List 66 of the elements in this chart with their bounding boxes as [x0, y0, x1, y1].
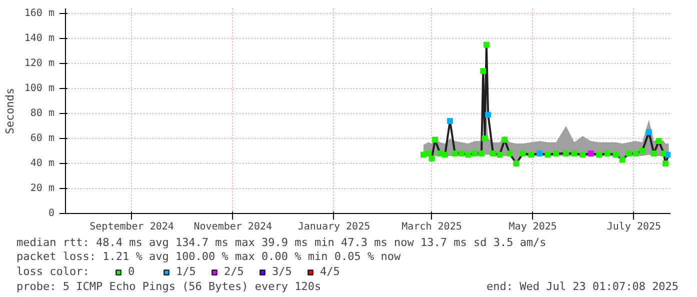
point [646, 129, 652, 136]
legend-label: 1/5 [176, 265, 196, 278]
point [447, 118, 453, 124]
point [604, 150, 610, 156]
point [482, 136, 488, 142]
point [520, 150, 526, 156]
point [596, 152, 602, 158]
point [425, 150, 432, 156]
point [496, 152, 503, 158]
point [483, 42, 490, 48]
point [536, 150, 542, 156]
point [452, 150, 458, 156]
point [472, 150, 478, 156]
y-axis-title: Seconds [3, 88, 16, 134]
point [639, 148, 646, 154]
point [465, 152, 472, 158]
point [563, 150, 570, 156]
point [442, 152, 448, 158]
point [458, 150, 465, 156]
point [544, 152, 551, 158]
x-tick-label: September 2024 [90, 222, 174, 232]
y-tick-label: 160 m [24, 8, 55, 19]
point [619, 156, 626, 163]
point [612, 152, 619, 158]
y-tick-label: 20 m [30, 183, 55, 194]
x-tick-label: January 2025 [298, 222, 370, 232]
legend-label: 0 [128, 265, 136, 278]
point [571, 150, 578, 156]
legend-label: 3/5 [272, 265, 292, 278]
point [650, 150, 657, 156]
text: end: Wed Jul 23 01:07:08 2025 [486, 280, 679, 293]
text: probe: 5 ICMP Echo Pings (56 Bytes) every 120s [16, 280, 322, 293]
point [580, 152, 586, 158]
point [506, 150, 513, 156]
legend-label: 4/5 [320, 265, 340, 278]
point [490, 150, 496, 156]
point [666, 152, 670, 158]
point [478, 150, 484, 156]
y-tick-label: 0 [48, 208, 55, 219]
point [662, 160, 668, 166]
y-tick-label: 80 m [30, 108, 55, 119]
y-tick-label: 40 m [30, 158, 55, 169]
y-tick-label: 120 m [24, 58, 55, 69]
point [626, 150, 632, 156]
x-tick-label: November 2024 [194, 222, 272, 232]
point [502, 136, 508, 143]
y-tick-label: 60 m [30, 133, 55, 144]
legend-label: 2/5 [224, 265, 244, 278]
text: packet loss: 1.21 % avg 100.00 % max 0.00 % min 0.05 % now [16, 250, 401, 263]
x-tick-label: March 2025 [402, 222, 462, 232]
point [480, 68, 486, 74]
y-tick-label: 140 m [24, 33, 55, 44]
point [528, 152, 534, 158]
point [553, 150, 560, 156]
x-tick-label: May 2025 [508, 222, 557, 232]
point [513, 160, 520, 166]
point [432, 136, 438, 143]
point [428, 156, 435, 162]
y-tick-label: 100 m [24, 83, 55, 94]
x-tick-label: July 2025 [606, 222, 662, 232]
legend-title: loss color: [16, 265, 90, 278]
text: median rtt: 48.4 ms avg 134.7 ms max 39.9 ms min 47.3 ms now 13.7 ms sd 3.5 am/s [16, 236, 546, 249]
point [485, 112, 492, 118]
point [656, 138, 662, 144]
point [632, 150, 639, 156]
point [588, 150, 594, 156]
